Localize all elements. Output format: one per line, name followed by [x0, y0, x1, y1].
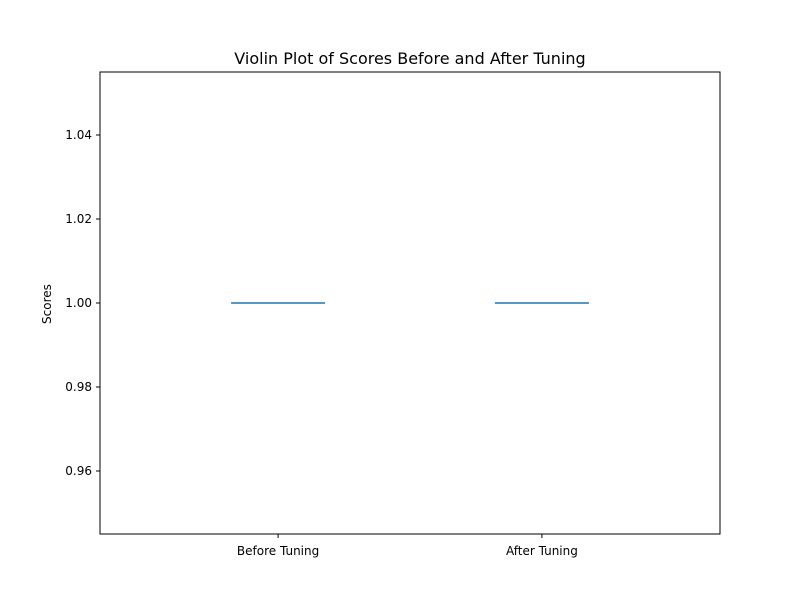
y-tick-label: 1.04	[65, 128, 92, 142]
x-tick-label: After Tuning	[506, 544, 578, 558]
plot-frame	[99, 71, 721, 535]
x-axis-ticks: Before Tuning After Tuning	[237, 534, 578, 558]
y-axis-ticks: 0.96 0.98 1.00 1.02 1.04	[65, 128, 100, 478]
y-tick-label: 0.98	[65, 380, 92, 394]
y-tick-label: 1.02	[65, 212, 92, 226]
y-tick-label: 1.00	[65, 296, 92, 310]
chart-title: Violin Plot of Scores Before and After T…	[234, 49, 585, 68]
y-tick-label: 0.96	[65, 464, 92, 478]
y-axis-label: Scores	[40, 284, 54, 324]
x-tick-label: Before Tuning	[237, 544, 319, 558]
